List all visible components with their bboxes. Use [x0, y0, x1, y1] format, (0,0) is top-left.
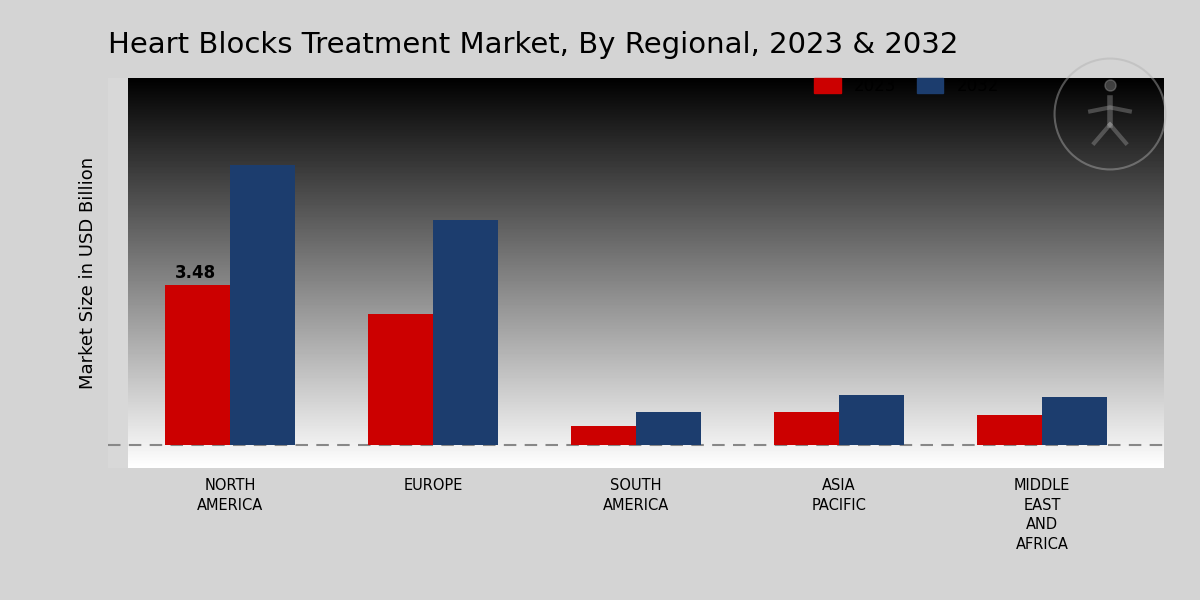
Text: 3.48: 3.48	[175, 264, 216, 282]
Bar	[571, 426, 636, 445]
Bar	[636, 412, 701, 445]
Legend: 2023, 2032: 2023, 2032	[808, 70, 1006, 101]
Text: Heart Blocks Treatment Market, By Regional, 2023 & 2032: Heart Blocks Treatment Market, By Region…	[108, 31, 959, 59]
Bar	[839, 395, 904, 445]
Bar	[230, 165, 295, 445]
Y-axis label: Market Size in USD Billion: Market Size in USD Billion	[79, 157, 97, 389]
Bar	[977, 415, 1042, 445]
Bar	[368, 314, 433, 445]
Bar	[433, 220, 498, 445]
Bar	[774, 412, 839, 445]
Bar	[1042, 397, 1108, 445]
Bar	[164, 286, 230, 445]
